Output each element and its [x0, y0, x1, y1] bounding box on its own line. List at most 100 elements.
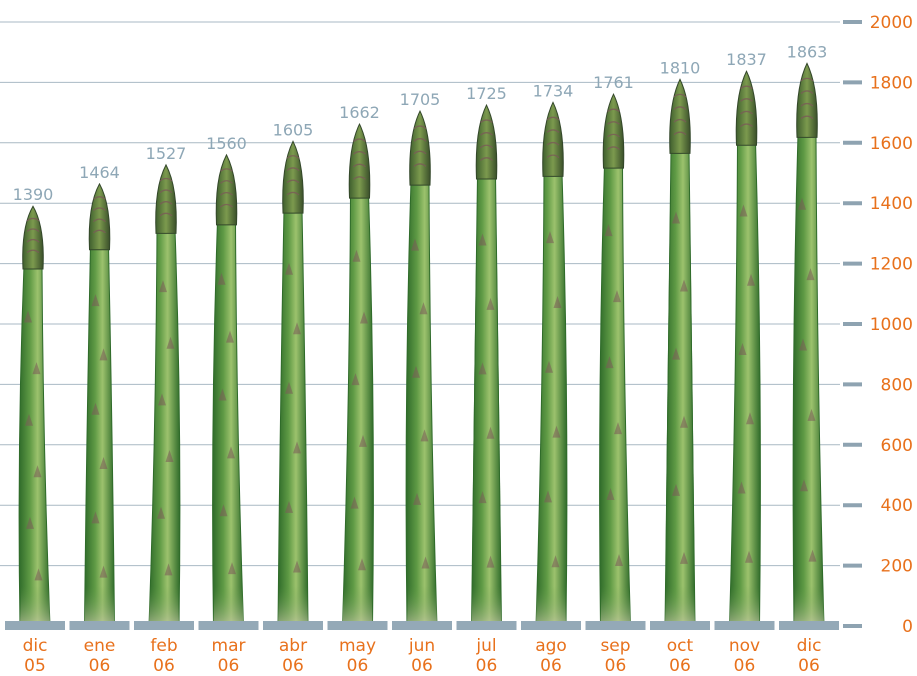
spear-tip	[22, 205, 44, 270]
spear-stalk	[212, 220, 245, 627]
spear-bract	[217, 272, 226, 285]
tip-scale	[286, 179, 300, 184]
x-baseline	[5, 621, 839, 630]
tip-scale	[220, 168, 233, 172]
data-label: 1662	[339, 103, 380, 122]
tip-scale	[353, 138, 366, 143]
tip-scale	[673, 131, 687, 136]
x-tick-month: oct	[667, 636, 694, 656]
asparagus-bar	[535, 101, 568, 627]
x-tick-year: 06	[540, 656, 562, 676]
spear-bract	[807, 408, 816, 421]
tip-scale	[546, 116, 560, 121]
tip-scale	[220, 180, 233, 184]
y-tick-label: 1600	[870, 134, 913, 154]
asparagus-bar	[148, 163, 181, 627]
tip-scale	[353, 176, 366, 180]
spear-bract	[672, 483, 680, 496]
tip-scale	[93, 207, 106, 212]
data-label: 1863	[787, 42, 828, 61]
data-label: 1527	[146, 144, 187, 163]
spear-bract	[91, 294, 100, 307]
x-tick-year: 06	[282, 656, 304, 676]
tip-scale	[800, 102, 814, 107]
data-label: 1810	[660, 58, 701, 77]
spear-tip	[88, 182, 111, 251]
x-tick-year: 06	[669, 656, 691, 676]
spear-tip	[735, 70, 758, 146]
x-tick-year: 05	[24, 656, 46, 676]
x-tick-year: 06	[476, 656, 498, 676]
tip-scale	[159, 212, 173, 217]
x-base-segment	[521, 621, 581, 630]
spear-bract	[486, 297, 495, 310]
spear-tip	[542, 101, 564, 177]
x-tick-label: ago 06	[535, 636, 567, 676]
spear-bract	[544, 490, 552, 503]
x-tick-month: ene	[84, 636, 116, 656]
data-label: 1464	[79, 163, 120, 182]
spear-stalk	[18, 264, 51, 627]
spear-bract	[739, 204, 748, 217]
spear-bract	[421, 556, 430, 569]
spear-bract	[91, 402, 100, 415]
spear-base	[729, 586, 760, 626]
x-tick-month: dic	[797, 636, 822, 656]
spear-tip	[602, 93, 625, 169]
spear-bract	[746, 412, 754, 425]
x-base-segment	[650, 621, 710, 630]
spear-bract	[157, 506, 165, 519]
spear-bract	[293, 560, 301, 573]
tip-scale	[546, 141, 560, 146]
x-tick-label: feb 06	[150, 636, 177, 676]
y-tick-label: 0	[902, 617, 913, 637]
spear-base	[794, 586, 824, 626]
x-base-segment	[779, 621, 839, 630]
spear-bract	[553, 295, 562, 308]
spear-bract	[680, 551, 688, 564]
x-base-segment	[5, 621, 65, 630]
tip-scale	[93, 196, 106, 200]
spear-bract	[680, 415, 688, 428]
spear-bract	[350, 496, 359, 509]
x-tick-year: 06	[411, 656, 433, 676]
spear-base	[149, 586, 179, 626]
spear-bract	[605, 356, 614, 369]
spear-bract	[420, 429, 429, 442]
spear-bract	[412, 365, 420, 378]
spear-base	[84, 586, 115, 626]
spear-bract	[606, 488, 615, 501]
tip-scale	[673, 118, 687, 123]
tip-scale	[480, 119, 493, 124]
x-tick-year: 06	[153, 656, 175, 676]
spear-bract	[738, 342, 747, 355]
spear-base	[665, 586, 695, 626]
y-tick-label: 600	[881, 436, 913, 456]
spear-bract	[285, 262, 293, 275]
tip-scale	[607, 121, 620, 125]
spear-tip	[348, 122, 371, 199]
spear-bract	[613, 290, 621, 303]
spear-bract	[32, 362, 41, 375]
tip-scale	[413, 125, 427, 130]
spear-bract	[546, 231, 554, 244]
x-tick-year: 06	[798, 656, 820, 676]
spear-bract	[164, 563, 173, 576]
spear-bract	[24, 310, 32, 323]
spear-bract	[486, 555, 495, 568]
tip-scale	[413, 163, 427, 167]
spear-bract	[99, 348, 108, 361]
tip-scale	[546, 129, 560, 133]
x-base-segment	[585, 621, 646, 630]
x-tick-label: dic 06	[797, 636, 822, 676]
spear-bract	[411, 238, 419, 251]
y-tick-label: 1000	[870, 315, 913, 335]
x-tick-label: abr 06	[279, 636, 307, 676]
spear-bract	[800, 479, 808, 492]
data-label: 1734	[533, 81, 574, 100]
asparagus-bar	[470, 103, 503, 627]
x-tick-month: jun	[408, 636, 435, 656]
spear-tip	[282, 140, 304, 214]
spear-base	[20, 586, 50, 626]
